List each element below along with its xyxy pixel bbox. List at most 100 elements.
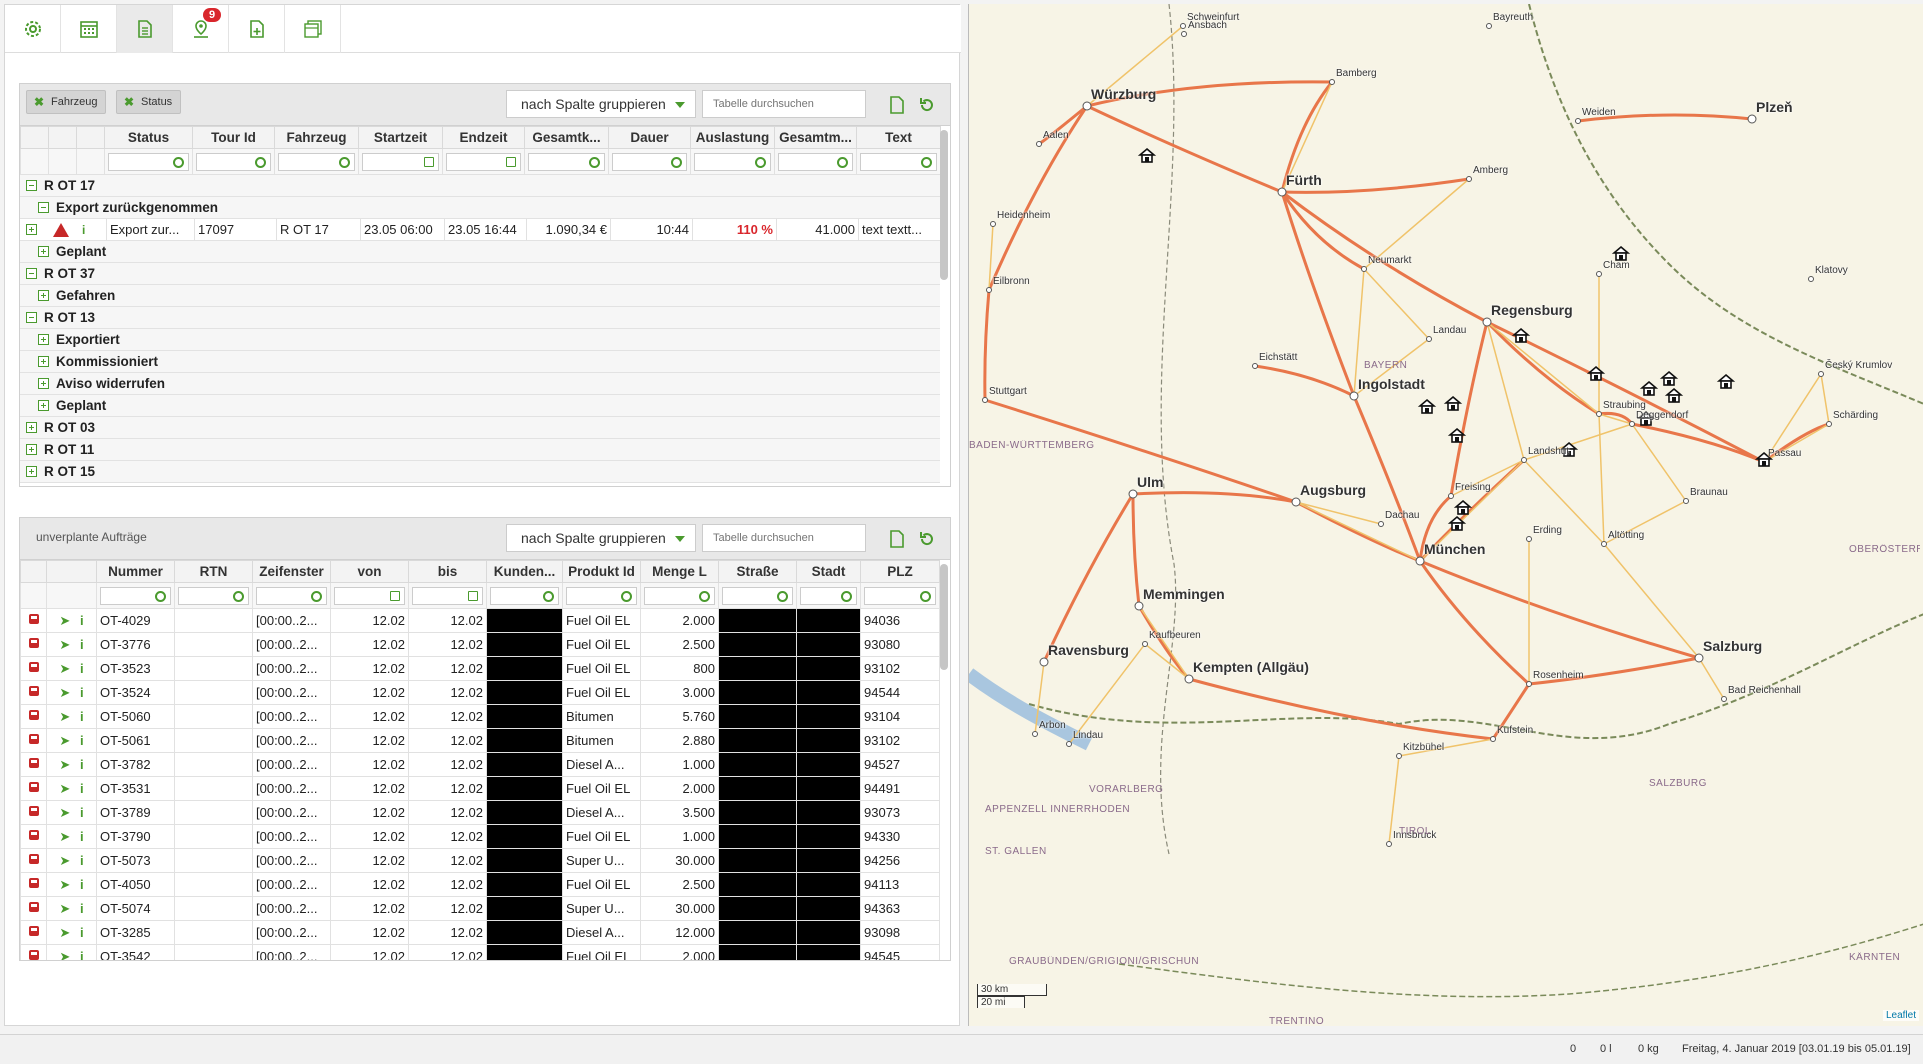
filter-input[interactable] — [778, 152, 853, 171]
tour-row[interactable]: i Export zur... 17097 R OT 17 23.05 06:00 23.… — [20, 219, 940, 241]
expand-icon[interactable] — [38, 246, 49, 257]
date-filter-input[interactable] — [412, 586, 483, 605]
col-tour-id[interactable]: Tour Id — [192, 126, 275, 149]
house-icon[interactable] — [1586, 365, 1606, 381]
col-bis[interactable]: bis — [408, 560, 487, 583]
col-produkt-id[interactable]: Produkt Id — [562, 560, 641, 583]
navigate-icon[interactable]: ➤ — [59, 852, 71, 868]
navigate-icon[interactable]: ➤ — [59, 708, 71, 724]
info-icon[interactable]: i — [79, 924, 84, 940]
navigate-icon[interactable]: ➤ — [59, 780, 71, 796]
filter-input[interactable] — [108, 152, 189, 171]
info-icon[interactable]: i — [79, 612, 84, 628]
house-icon[interactable] — [1639, 380, 1659, 396]
navigate-icon[interactable]: ➤ — [59, 660, 71, 676]
navigate-icon[interactable]: ➤ — [59, 612, 71, 628]
refresh-button[interactable] — [916, 94, 938, 116]
order-status-icon[interactable] — [28, 805, 40, 817]
collapse-icon[interactable] — [26, 312, 37, 323]
group-row[interactable]: R OT 37 — [20, 263, 940, 285]
col-zeitfenster[interactable]: Zeifenster — [252, 560, 331, 583]
order-status-icon[interactable] — [28, 661, 40, 673]
filter-input[interactable] — [100, 586, 171, 605]
table-row[interactable]: ➤ i OT-3789 [00:00..2... 12.02 12.02 Diesel A… — [20, 800, 940, 825]
map-view[interactable]: Würzburg Fürth Regensburg Ingolstadt Augsbur… — [968, 4, 1923, 1026]
house-icon[interactable] — [1559, 441, 1579, 457]
col-gesamtmenge[interactable]: Gesamtm... — [774, 126, 857, 149]
group-row[interactable]: R OT 11 — [20, 439, 940, 461]
col-plz[interactable]: PLZ — [860, 560, 940, 583]
table-row[interactable]: ➤ i OT-4050 [00:00..2... 12.02 12.02 Fuel Oil… — [20, 872, 940, 897]
navigate-icon[interactable]: ➤ — [59, 804, 71, 820]
calendar-button[interactable] — [61, 5, 117, 53]
filter-input[interactable] — [800, 586, 857, 605]
navigate-icon[interactable]: ➤ — [59, 924, 71, 940]
expand-icon[interactable] — [26, 466, 37, 477]
table-row[interactable]: ➤ i OT-3285 [00:00..2... 12.02 12.02 Diesel A… — [20, 920, 940, 945]
col-rtn[interactable]: RTN — [174, 560, 253, 583]
navigate-icon[interactable]: ➤ — [59, 900, 71, 916]
filter-input[interactable] — [490, 586, 559, 605]
col-gesamtkosten[interactable]: Gesamtk... — [524, 126, 609, 149]
info-icon[interactable]: i — [79, 708, 84, 724]
scrollbar[interactable] — [940, 564, 948, 670]
info-icon[interactable]: i — [79, 852, 84, 868]
col-auslastung[interactable]: Auslastung — [690, 126, 775, 149]
info-icon[interactable]: i — [79, 948, 84, 961]
col-strasse[interactable]: Straße — [718, 560, 797, 583]
filter-input[interactable] — [528, 152, 605, 171]
map-attribution[interactable]: Leaflet — [1882, 1010, 1919, 1021]
order-status-icon[interactable] — [28, 829, 40, 841]
layers-button[interactable] — [285, 5, 341, 53]
col-endzeit[interactable]: Endzeit — [442, 126, 525, 149]
group-row[interactable]: R OT 13 — [20, 307, 940, 329]
add-document-button[interactable] — [229, 5, 285, 53]
info-icon[interactable]: i — [79, 900, 84, 916]
collapse-icon[interactable] — [26, 180, 37, 191]
col-menge[interactable]: Menge L — [640, 560, 719, 583]
order-status-icon[interactable] — [28, 877, 40, 889]
tours-button[interactable] — [117, 5, 173, 53]
remove-chip-icon[interactable]: ✖ — [124, 95, 135, 109]
house-icon[interactable] — [1716, 373, 1736, 389]
house-icon[interactable] — [1447, 427, 1467, 443]
table-row[interactable]: ➤ i OT-5060 [00:00..2... 12.02 12.02 Bitumen 5… — [20, 704, 940, 729]
expand-icon[interactable] — [26, 444, 37, 455]
export-button[interactable] — [886, 528, 908, 550]
table-row[interactable]: ➤ i OT-3790 [00:00..2... 12.02 12.02 Fuel Oil… — [20, 824, 940, 849]
order-status-icon[interactable] — [28, 733, 40, 745]
tours-search-input[interactable] — [702, 90, 866, 118]
filter-input[interactable] — [256, 586, 327, 605]
navigate-icon[interactable]: ➤ — [59, 684, 71, 700]
date-filter-input[interactable] — [362, 152, 439, 171]
scrollbar[interactable] — [940, 130, 948, 280]
group-by-select[interactable]: nach Spalte gruppieren — [506, 90, 696, 118]
navigate-icon[interactable]: ➤ — [59, 756, 71, 772]
remove-chip-icon[interactable]: ✖ — [34, 95, 45, 109]
order-status-icon[interactable] — [28, 901, 40, 913]
table-row[interactable]: ➤ i OT-3782 [00:00..2... 12.02 12.02 Diesel A… — [20, 752, 940, 777]
filter-input[interactable] — [612, 152, 687, 171]
group-row[interactable]: R OT 15 — [20, 461, 940, 483]
navigate-icon[interactable]: ➤ — [59, 828, 71, 844]
order-status-icon[interactable] — [28, 757, 40, 769]
expand-icon[interactable] — [38, 400, 49, 411]
table-row[interactable]: ➤ i OT-5061 [00:00..2... 12.02 12.02 Bitumen 2… — [20, 728, 940, 753]
info-icon[interactable]: i — [79, 804, 84, 820]
group-row[interactable]: Export zurückgenommen — [20, 197, 940, 219]
group-row[interactable]: Kommissioniert — [20, 351, 940, 373]
house-icon[interactable] — [1137, 147, 1157, 163]
order-status-icon[interactable] — [28, 709, 40, 721]
house-icon[interactable] — [1664, 387, 1684, 403]
group-row[interactable]: Exportiert — [20, 329, 940, 351]
info-icon[interactable]: i — [79, 660, 84, 676]
col-kunde[interactable]: Kunden... — [486, 560, 563, 583]
info-icon[interactable]: i — [79, 684, 84, 700]
table-row[interactable]: ➤ i OT-3524 [00:00..2... 12.02 12.02 Fuel Oil… — [20, 680, 940, 705]
filter-input[interactable] — [864, 586, 936, 605]
expand-icon[interactable] — [26, 422, 37, 433]
house-icon[interactable] — [1443, 395, 1463, 411]
filter-input[interactable] — [694, 152, 771, 171]
house-icon[interactable] — [1511, 327, 1531, 343]
filter-input[interactable] — [860, 152, 937, 171]
